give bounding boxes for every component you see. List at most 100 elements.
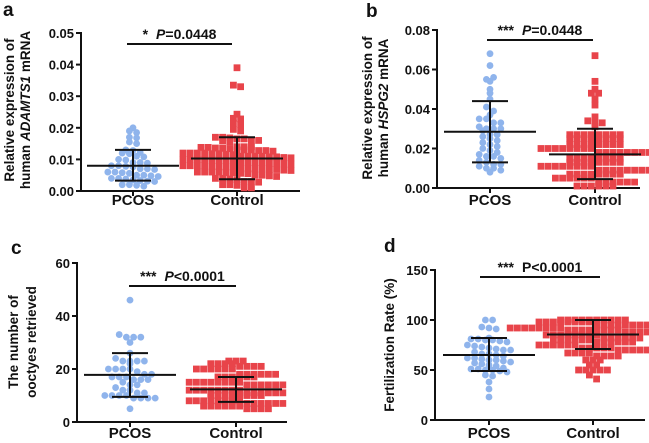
control-point xyxy=(266,172,273,180)
control-point xyxy=(591,123,599,131)
control-point xyxy=(636,334,644,342)
pcos-point xyxy=(112,365,119,373)
control-point xyxy=(573,170,581,178)
control-point xyxy=(564,326,572,334)
y-tick-label: 0.04 xyxy=(49,58,75,73)
control-point xyxy=(564,341,572,349)
pcos-point xyxy=(125,138,133,146)
control-point xyxy=(616,154,624,162)
control-point xyxy=(550,336,557,344)
pcos-point xyxy=(112,355,119,362)
pcos-point xyxy=(133,357,141,365)
pcos-point xyxy=(464,341,471,349)
control-point xyxy=(266,153,273,161)
control-point xyxy=(616,131,624,139)
control-point xyxy=(595,154,602,162)
control-point xyxy=(279,400,287,407)
control-point xyxy=(236,397,243,405)
x-tick-label: Control xyxy=(568,192,621,209)
pcos-point xyxy=(133,152,141,160)
control-point xyxy=(607,352,615,360)
control-point xyxy=(542,341,550,349)
control-point xyxy=(566,158,574,166)
control-point xyxy=(629,346,636,354)
control-point xyxy=(280,160,288,168)
control-point xyxy=(257,381,265,389)
pcos-point xyxy=(483,153,490,160)
control-point xyxy=(207,360,215,368)
control-point xyxy=(580,182,588,190)
y-axis-title-text: human xyxy=(376,129,391,177)
pcos-point xyxy=(126,339,134,346)
control-point xyxy=(595,141,602,148)
control-point xyxy=(212,144,219,152)
control-point xyxy=(257,370,265,378)
control-point xyxy=(243,381,251,389)
y-tick-label: 0.04 xyxy=(405,102,431,117)
y-axis-title-text: mRNA xyxy=(376,38,391,83)
control-point xyxy=(600,334,608,342)
control-point xyxy=(226,145,234,153)
control-point xyxy=(564,318,572,326)
control-point xyxy=(589,366,597,374)
control-point xyxy=(622,321,629,329)
pcos-point xyxy=(140,153,148,161)
control-point xyxy=(272,389,279,397)
control-point xyxy=(266,166,273,173)
control-point xyxy=(229,397,236,405)
control-point xyxy=(604,366,611,374)
y-tick-label: 40 xyxy=(56,309,70,324)
control-point xyxy=(588,182,595,190)
control-point xyxy=(591,119,599,127)
control-point xyxy=(221,360,229,368)
control-point xyxy=(557,318,564,326)
control-point xyxy=(580,170,588,178)
control-point xyxy=(273,153,280,161)
control-point xyxy=(609,178,617,186)
control-point xyxy=(506,324,514,332)
control-point xyxy=(629,321,636,329)
control-point xyxy=(591,95,599,103)
x-tick-label: PCOS xyxy=(112,192,155,209)
control-point xyxy=(575,366,582,374)
x-tick-label: PCOS xyxy=(109,425,152,442)
control-point xyxy=(230,114,237,122)
y-tick-label: 0.00 xyxy=(49,184,74,199)
control-point xyxy=(643,321,649,329)
control-point xyxy=(638,149,646,156)
pcos-point xyxy=(111,168,119,176)
control-point xyxy=(571,336,579,344)
control-point xyxy=(229,360,236,368)
control-point xyxy=(186,156,194,163)
pcos-point xyxy=(489,316,496,324)
significance-label: *** P<0.0001 xyxy=(498,259,583,275)
control-point xyxy=(591,85,599,93)
control-point xyxy=(225,357,233,365)
control-point xyxy=(609,154,617,162)
control-point xyxy=(240,178,248,185)
control-point xyxy=(573,154,581,162)
control-point xyxy=(622,328,629,336)
significance-label: *** P<0.0001 xyxy=(140,268,225,284)
control-point xyxy=(258,171,266,179)
control-point xyxy=(186,149,194,157)
control-point xyxy=(185,397,193,405)
control-point xyxy=(616,166,624,174)
pcos-point xyxy=(464,354,471,362)
pcos-point xyxy=(490,119,497,127)
control-point xyxy=(616,178,624,186)
control-point xyxy=(607,321,615,329)
control-point xyxy=(602,135,610,143)
control-point xyxy=(244,159,252,166)
pcos-point xyxy=(471,342,478,350)
control-point xyxy=(636,328,644,336)
control-point xyxy=(230,163,237,171)
control-point xyxy=(595,135,602,143)
y-tick-label: 0.05 xyxy=(49,26,74,41)
pcos-point xyxy=(485,378,493,386)
control-point xyxy=(645,166,649,174)
control-point xyxy=(571,318,579,326)
control-point xyxy=(221,378,229,386)
y-tick-label: 0.03 xyxy=(49,89,74,104)
control-point xyxy=(179,162,187,170)
